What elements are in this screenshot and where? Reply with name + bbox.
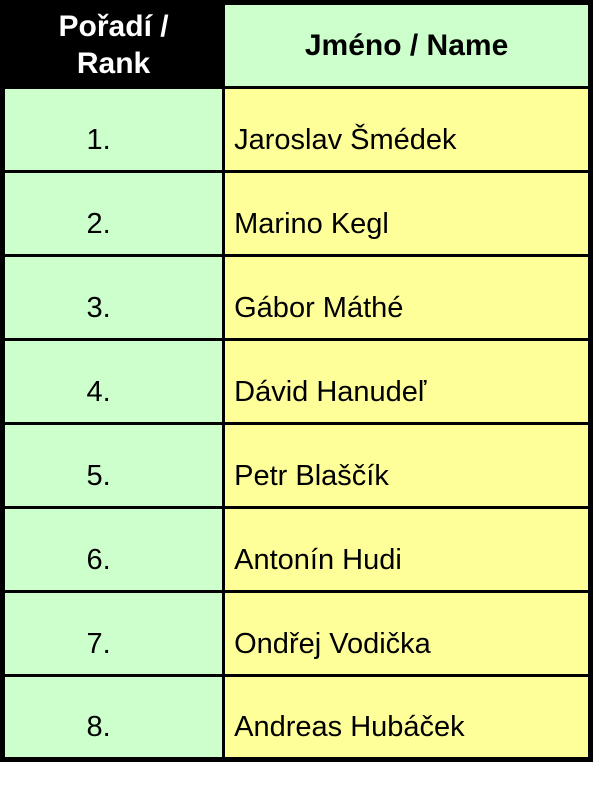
rank-cell: 1. (0, 86, 226, 173)
rank-cell: 8. (0, 674, 226, 761)
name-cell: Dávid Hanudeľ (222, 338, 592, 425)
name-cell: Jaroslav Šmédek (222, 86, 592, 173)
table-row: 5. Petr Blaščík (0, 422, 592, 509)
rank-cell: 7. (0, 590, 226, 677)
name-cell: Andreas Hubáček (222, 674, 592, 761)
header-rank-cell: Pořadí / Rank (0, 1, 226, 89)
rank-cell: 3. (0, 254, 226, 341)
rank-cell: 6. (0, 506, 226, 593)
ranking-table: Pořadí / Rank Jméno / Name 1. Jaroslav Š… (0, 0, 593, 762)
rank-cell: 2. (0, 170, 226, 257)
name-cell: Gábor Máthé (222, 254, 592, 341)
table-row: 6. Antonín Hudi (0, 506, 592, 593)
table-row: 2. Marino Kegl (0, 170, 592, 257)
rank-cell: 5. (0, 422, 226, 509)
table-row: 7. Ondřej Vodička (0, 590, 592, 677)
name-cell: Petr Blaščík (222, 422, 592, 509)
table-row: 1. Jaroslav Šmédek (0, 86, 592, 173)
header-rank-line2: Rank (76, 46, 151, 80)
name-cell: Ondřej Vodička (222, 590, 592, 677)
table-row: 8. Andreas Hubáček (0, 674, 592, 761)
name-cell: Antonín Hudi (222, 506, 592, 593)
name-cell: Marino Kegl (222, 170, 592, 257)
header-rank-line1: Pořadí / (58, 9, 169, 43)
table-row: 4. Dávid Hanudeľ (0, 338, 592, 425)
rank-cell: 4. (0, 338, 226, 425)
header-name-cell: Jméno / Name (222, 1, 592, 89)
header-row: Pořadí / Rank Jméno / Name (0, 1, 592, 89)
table-row: 3. Gábor Máthé (0, 254, 592, 341)
